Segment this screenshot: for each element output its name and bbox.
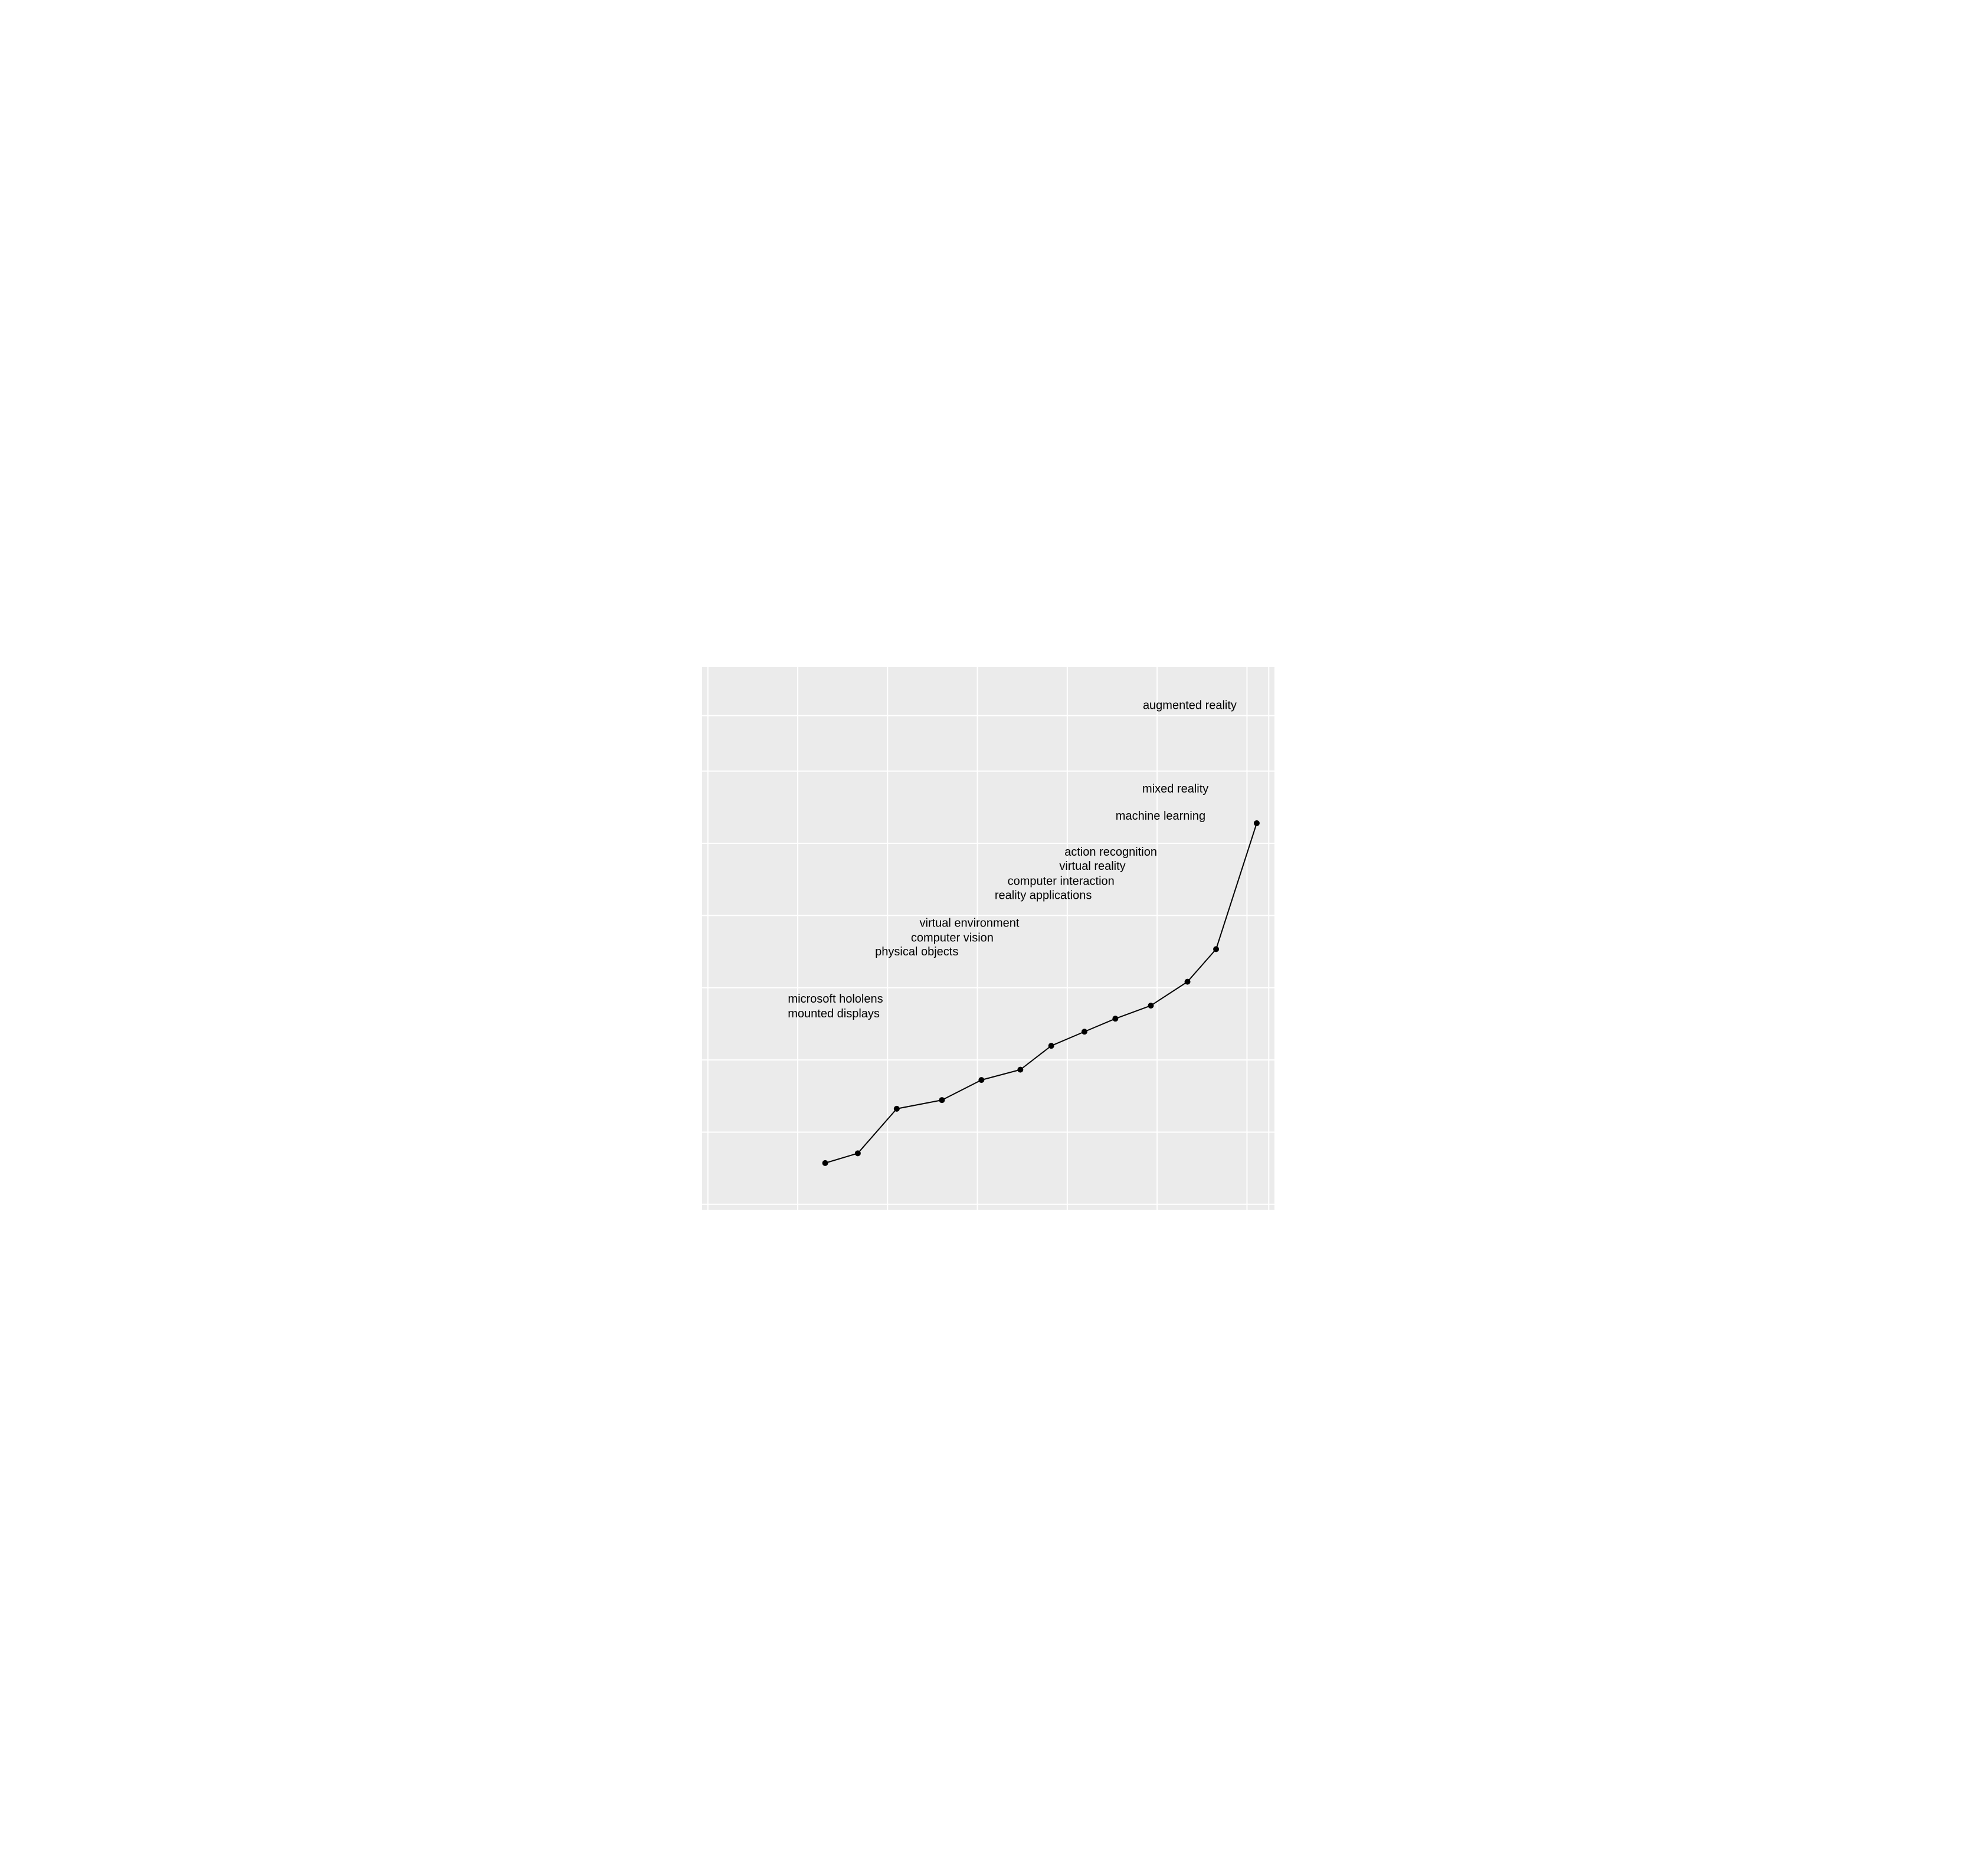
data-label: mixed reality [1142,783,1208,795]
data-point [1081,1029,1087,1034]
data-point [939,1097,945,1103]
line-chart: mounted displaysmicrosoft hololens physic… [702,667,1274,1210]
data-point [854,1150,860,1156]
data-point [893,1105,899,1111]
data-label: computer vision [910,931,993,944]
data-label: virtual reality [1059,859,1125,872]
data-label: physical objects [875,945,958,958]
data-point [1048,1043,1054,1049]
data-point [822,1160,828,1165]
chart-container: mounted displaysmicrosoft hololens physic… [702,667,1274,1210]
data-point [1148,1003,1154,1009]
data-label: augmented reality [1142,699,1236,712]
data-point [1253,820,1259,826]
data-label: mounted displays [788,1007,880,1020]
data-label: computer interaction [1007,875,1114,888]
data-label: virtual environment [919,916,1019,929]
data-label: machine learning [1115,810,1205,823]
data-point [1017,1066,1023,1072]
data-point [1213,946,1219,952]
data-label: microsoft hololens [788,993,883,1006]
data-point [1112,1016,1118,1022]
data-label: action recognition [1064,845,1157,858]
data-point [978,1077,984,1083]
data-point [1184,978,1190,984]
data-label: reality applications [994,889,1092,902]
